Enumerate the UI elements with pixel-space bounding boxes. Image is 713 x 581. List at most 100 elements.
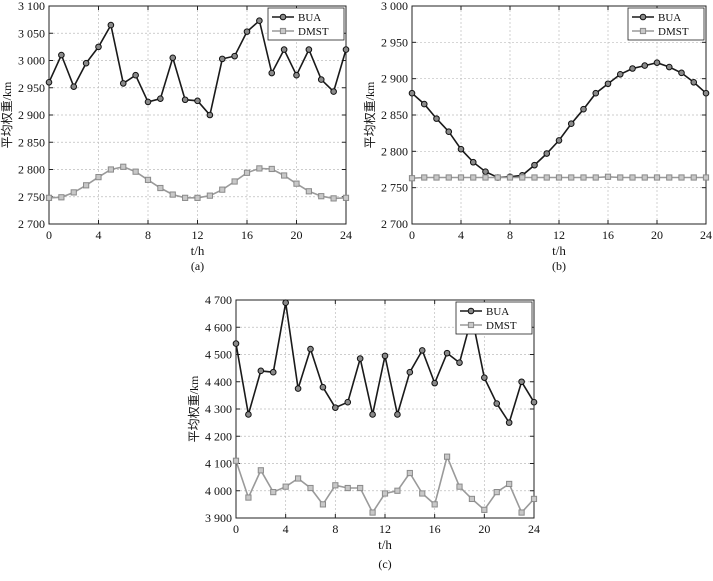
y-tick-label: 4 700: [205, 293, 232, 307]
data-point-dmst: [270, 489, 277, 496]
data-point-bua: [332, 404, 339, 411]
data-point-bua: [243, 28, 251, 35]
data-point-dmst: [506, 174, 514, 181]
x-tick-label: 24: [528, 522, 540, 536]
data-point-dmst: [690, 174, 697, 181]
y-tick-label: 2 950: [381, 35, 408, 49]
data-point-bua: [342, 46, 350, 53]
legend-box: [267, 7, 345, 41]
legend-marker: [279, 27, 287, 35]
data-point-bua: [293, 71, 300, 79]
data-point-dmst: [243, 169, 251, 176]
data-point-dmst: [408, 175, 416, 182]
data-point-dmst: [245, 494, 252, 501]
data-point-bua: [317, 76, 325, 83]
data-point-bua: [408, 89, 416, 97]
data-point-dmst: [518, 509, 525, 516]
data-point-dmst: [219, 186, 226, 193]
data-point-dmst: [394, 487, 401, 494]
data-point-dmst: [530, 495, 538, 503]
y-tick-label: 2 800: [18, 163, 45, 177]
x-tick-label: 4: [458, 228, 464, 242]
data-point-bua: [431, 379, 438, 387]
data-point-dmst: [182, 194, 189, 201]
legend-marker: [467, 307, 475, 315]
data-point-dmst: [70, 189, 77, 196]
data-point-bua: [231, 52, 238, 60]
data-point-bua: [702, 89, 710, 97]
data-point-bua: [604, 80, 612, 88]
data-point-dmst: [641, 174, 648, 181]
x-tick-label: 16: [241, 228, 253, 242]
data-point-dmst: [231, 178, 238, 185]
data-point-dmst: [482, 174, 489, 181]
y-tick-label: 4 200: [205, 429, 232, 443]
data-point-bua: [456, 359, 463, 366]
data-point-bua: [70, 83, 78, 90]
data-point-bua: [629, 65, 636, 72]
data-point-dmst: [568, 174, 575, 181]
y-tick-label: 2 900: [18, 108, 45, 122]
x-tick-label: 16: [602, 228, 614, 242]
data-point-bua: [531, 161, 538, 169]
data-point-bua: [493, 400, 501, 407]
y-tick-label: 2 850: [18, 135, 45, 149]
panel-caption: (b): [552, 259, 566, 273]
data-point-dmst: [206, 192, 213, 199]
legend-marker: [639, 13, 647, 21]
data-point-bua: [107, 21, 115, 29]
data-point-dmst: [144, 176, 152, 183]
data-point-dmst: [580, 174, 587, 181]
data-point-dmst: [107, 166, 114, 173]
data-point-dmst: [678, 174, 685, 181]
x-tick-label: 12: [379, 522, 391, 536]
x-tick-label: 12: [553, 228, 565, 242]
x-tick-label: 4: [96, 228, 102, 242]
data-point-dmst: [456, 483, 463, 490]
data-point-dmst: [381, 490, 389, 497]
data-point-bua: [257, 367, 265, 375]
data-point-bua: [420, 100, 428, 108]
data-point-bua: [282, 299, 289, 307]
data-point-dmst: [305, 188, 312, 195]
data-point-bua: [206, 111, 214, 119]
y-tick-label: 3 900: [205, 511, 232, 525]
data-point-bua: [678, 69, 685, 77]
data-point-dmst: [45, 194, 53, 201]
data-point-bua: [665, 63, 673, 71]
data-point-bua: [157, 95, 164, 102]
data-point-dmst: [257, 467, 264, 474]
data-point-bua: [319, 383, 327, 391]
data-point-bua: [169, 54, 177, 62]
data-point-bua: [95, 43, 102, 51]
x-tick-label: 8: [145, 228, 151, 242]
y-tick-label: 4 500: [205, 348, 232, 362]
data-point-bua: [144, 98, 152, 106]
data-point-bua: [616, 71, 624, 78]
y-axis-label: 平均权重/km: [363, 81, 377, 148]
data-point-dmst: [431, 501, 438, 508]
data-point-dmst: [319, 501, 327, 508]
data-point-dmst: [419, 490, 426, 497]
data-point-bua: [641, 62, 649, 69]
data-point-dmst: [653, 174, 661, 181]
x-axis-label: t/h: [378, 537, 392, 552]
data-point-bua: [232, 340, 240, 347]
data-point-dmst: [342, 194, 350, 201]
legend-label: BUA: [298, 12, 321, 24]
data-point-bua: [356, 355, 364, 362]
data-point-dmst: [232, 457, 240, 464]
data-point-dmst: [443, 453, 451, 460]
legend-label: DMST: [298, 26, 329, 38]
data-point-bua: [543, 150, 551, 157]
data-point-bua: [305, 46, 313, 53]
data-point-bua: [433, 115, 440, 122]
data-point-dmst: [406, 469, 413, 477]
y-tick-label: 2 700: [381, 217, 408, 231]
data-point-dmst: [281, 172, 288, 179]
data-point-bua: [119, 80, 127, 87]
y-tick-label: 4 100: [205, 457, 232, 471]
y-axis-label: 平均权重/km: [187, 375, 201, 442]
data-point-dmst: [357, 484, 364, 492]
